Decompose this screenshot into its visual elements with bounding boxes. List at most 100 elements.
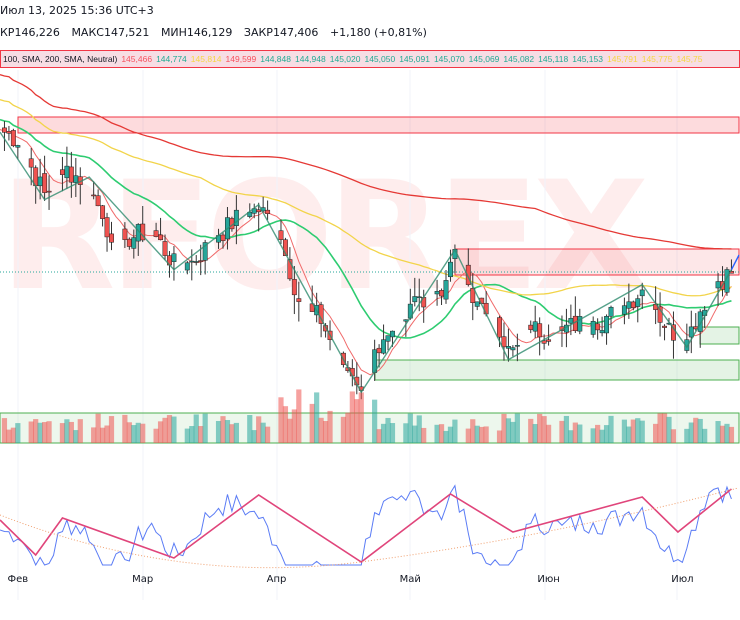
candle-body <box>604 316 610 334</box>
volume-bar <box>626 426 632 443</box>
volume-bar <box>291 409 297 443</box>
volume-bar <box>635 418 641 443</box>
volume-bar <box>483 426 489 443</box>
candle-body <box>291 279 297 296</box>
x-axis-label: Июл <box>671 574 693 585</box>
candle-body <box>443 280 449 300</box>
volume-bar <box>340 416 347 443</box>
candle-body <box>376 347 382 354</box>
x-axis-label: Апр <box>267 574 287 585</box>
volume-bar <box>595 424 601 443</box>
candle-body <box>657 306 663 323</box>
volume-bar <box>724 423 730 443</box>
candle-body <box>537 323 543 338</box>
candle-body <box>28 158 34 168</box>
volume-bar <box>510 421 516 443</box>
volume-bar <box>416 415 422 443</box>
ma-value: 145,020 <box>329 54 361 64</box>
candle-body <box>278 230 284 240</box>
ma-value: 144,948 <box>295 54 326 64</box>
volume-bar <box>496 430 503 443</box>
volume-bar <box>479 426 485 443</box>
volume-bar <box>10 427 16 443</box>
x-axis-label: Фев <box>8 574 29 585</box>
candle-body <box>91 194 97 197</box>
volume-bar <box>33 419 39 443</box>
candle-body <box>64 165 70 179</box>
oscillator-line <box>0 484 732 567</box>
high-value: МАКС147,521 <box>71 26 150 39</box>
ma-value: 145,775 <box>641 54 673 64</box>
volume-bar <box>260 422 266 443</box>
volume-bar <box>653 423 659 443</box>
change-value: +1,180 (+0,81%) <box>329 26 427 39</box>
ma-value: 145,082 <box>503 54 535 64</box>
volume-bar <box>233 422 239 443</box>
volume-bar <box>193 414 199 443</box>
x-axis-label: Июн <box>537 574 559 585</box>
candle-body <box>514 345 520 347</box>
volume-bar <box>282 406 289 443</box>
volume-bar <box>278 397 284 443</box>
volume-bar <box>657 413 663 443</box>
candle-body <box>109 233 114 243</box>
candle-body <box>532 321 538 332</box>
candle-body <box>122 228 128 240</box>
volume-bar <box>68 421 74 443</box>
volume-bar <box>559 420 565 443</box>
candle-body <box>381 339 387 354</box>
sma-line <box>0 99 732 297</box>
volume-bar <box>37 422 43 443</box>
volume-bar <box>452 419 458 443</box>
candle-body <box>59 169 65 175</box>
candle-body <box>412 296 418 303</box>
volume-bar <box>64 419 70 443</box>
volume-bar <box>296 389 302 443</box>
resistance-zone <box>17 116 740 134</box>
candle-body <box>599 330 605 334</box>
candle-body <box>385 335 391 342</box>
resistance-zone <box>454 248 740 276</box>
candle-body <box>100 205 106 219</box>
volume-bar <box>443 430 449 443</box>
ma-legend[interactable]: 100, SMA, 200, SMA, Neutral) 145,466 144,7… <box>0 50 740 68</box>
ma-value: 145,070 <box>433 54 465 64</box>
volume-bar <box>345 412 351 443</box>
volume-bar <box>314 392 320 443</box>
close-value: ЗАКР147,406 <box>243 26 319 39</box>
candle-body <box>296 298 302 302</box>
volume-bar <box>28 421 34 443</box>
support-zone <box>699 326 740 345</box>
volume-bar <box>322 420 329 443</box>
candle-body <box>15 145 21 148</box>
datetime: Июл 13, 2025 15:36 UTC+3 <box>0 4 154 17</box>
candle-body <box>626 301 632 309</box>
volume-bar <box>661 413 668 443</box>
volume-bar <box>434 424 440 443</box>
volume-bar <box>131 425 137 443</box>
volume-bar <box>15 423 21 443</box>
candle-body <box>416 296 422 299</box>
volume-bar <box>77 419 83 443</box>
zigzag-line <box>0 131 733 394</box>
candle-body <box>202 242 208 261</box>
volume-bar <box>287 418 293 443</box>
volume-bar <box>229 424 235 443</box>
candle-body <box>282 239 288 257</box>
sma-line <box>0 74 732 250</box>
x-axis-label: Мар <box>132 574 153 585</box>
candle-body <box>528 324 534 330</box>
volume-bar <box>403 423 409 443</box>
volume-bar <box>126 422 132 443</box>
volume-bar <box>421 427 427 443</box>
ma-value: 145,153 <box>572 54 603 64</box>
volume-bar <box>697 418 703 443</box>
volume-bar <box>568 430 574 443</box>
candle-body <box>568 318 574 324</box>
candle-body <box>158 234 164 241</box>
volume-bar <box>224 420 231 443</box>
ma-value: 145,050 <box>364 54 396 64</box>
sma-line <box>0 118 732 339</box>
candle-body <box>590 321 596 335</box>
